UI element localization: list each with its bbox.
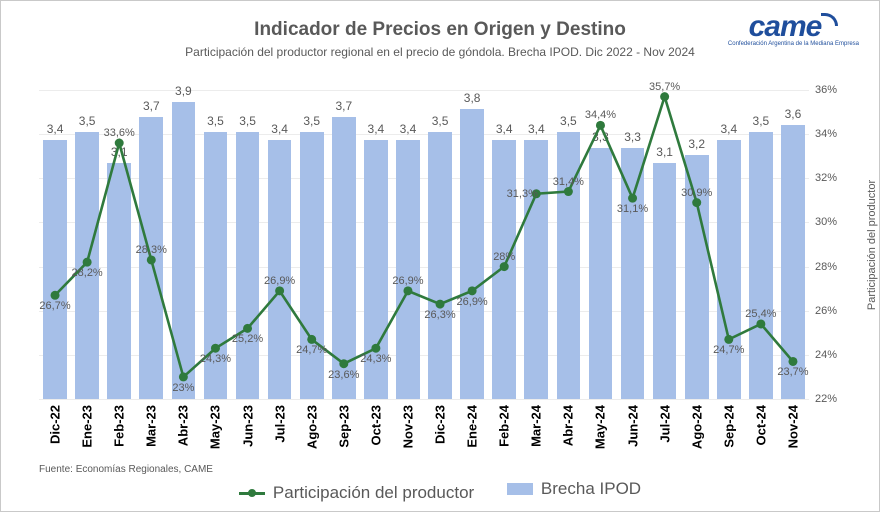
x-axis-label: May-24 <box>593 405 608 449</box>
line-marker <box>51 291 60 300</box>
line-value-label: 33,6% <box>104 127 135 139</box>
x-axis-label: Jul-23 <box>272 405 287 443</box>
right-axis-label: Participación del productor <box>866 180 878 310</box>
plot-area: 3,43,53,13,73,93,53,53,43,53,73,43,43,53… <box>39 79 809 399</box>
line-value-label: 26,9% <box>457 296 488 308</box>
line-marker <box>756 319 765 328</box>
line-marker <box>275 286 284 295</box>
line-value-label: 35,7% <box>649 81 680 93</box>
line-value-label: 23,7% <box>777 366 808 378</box>
x-axis-label: Ago-23 <box>304 405 319 449</box>
x-axis-label: Nov-24 <box>785 405 800 448</box>
x-axis-label: Oct-24 <box>753 405 768 445</box>
line-value-label: 24,7% <box>296 344 327 356</box>
line-series <box>55 97 793 377</box>
line-value-label: 25,2% <box>232 333 263 345</box>
line-marker <box>371 344 380 353</box>
line-value-label: 31,3% <box>507 188 538 200</box>
right-axis-tick: 28% <box>815 261 837 273</box>
line-value-label: 24,3% <box>200 353 231 365</box>
x-axis-label: Abr-23 <box>176 405 191 446</box>
line-value-label: 26,7% <box>39 300 70 312</box>
line-value-label: 26,9% <box>264 275 295 287</box>
x-axis-label: Abr-24 <box>561 405 576 446</box>
legend-line-swatch <box>239 492 265 495</box>
legend-bar-swatch <box>507 483 533 495</box>
x-axis-label: Feb-24 <box>497 405 512 447</box>
line-value-label: 23% <box>172 382 194 394</box>
line-marker <box>211 344 220 353</box>
x-axis-label: Ago-24 <box>689 405 704 449</box>
x-axis-label: Dic-23 <box>433 405 448 444</box>
right-axis-tick: 26% <box>815 305 837 317</box>
chart-frame: came Confederación Argentina de la Media… <box>0 0 880 512</box>
line-value-label: 34,4% <box>585 109 616 121</box>
line-marker <box>692 198 701 207</box>
x-axis-label: Feb-23 <box>112 405 127 447</box>
chart-title: Indicador de Precios en Origen y Destino <box>1 19 879 41</box>
x-axis-label: Jun-23 <box>240 405 255 447</box>
right-axis-tick: 34% <box>815 128 837 140</box>
line-value-label: 23,6% <box>328 369 359 381</box>
right-axis-tick: 30% <box>815 216 837 228</box>
line-value-label: 28,2% <box>72 267 103 279</box>
line-marker <box>724 335 733 344</box>
line-value-label: 26,9% <box>392 275 423 287</box>
line-value-label: 25,4% <box>745 308 776 320</box>
legend-bar-label: Brecha IPOD <box>541 479 641 499</box>
line-value-label: 28% <box>493 251 515 263</box>
x-axis-label: Nov-23 <box>400 405 415 448</box>
gridline <box>39 399 809 400</box>
line-marker <box>115 139 124 148</box>
legend-item-bar: Brecha IPOD <box>507 479 641 499</box>
line-marker <box>147 255 156 264</box>
x-axis-label: Ene-24 <box>465 405 480 448</box>
right-axis-tick: 22% <box>815 393 837 405</box>
line-value-label: 31,1% <box>617 203 648 215</box>
line-marker <box>339 359 348 368</box>
line-marker <box>628 194 637 203</box>
source-text: Fuente: Economías Regionales, CAME <box>39 464 213 475</box>
x-axis-label: Oct-23 <box>368 405 383 445</box>
line-chart-layer <box>39 79 809 399</box>
line-value-label: 31,4% <box>553 176 584 188</box>
legend-line-label: Participación del productor <box>273 483 474 503</box>
line-marker <box>307 335 316 344</box>
line-marker <box>500 262 509 271</box>
line-marker <box>788 357 797 366</box>
line-marker <box>596 121 605 130</box>
line-marker <box>660 92 669 101</box>
line-marker <box>179 372 188 381</box>
x-axis-label: Mar-24 <box>529 405 544 447</box>
x-axis-label: Ene-23 <box>80 405 95 448</box>
line-marker <box>468 286 477 295</box>
x-axis-label: Jul-24 <box>657 405 672 443</box>
right-axis-tick: 32% <box>815 172 837 184</box>
x-axis-label: Sep-24 <box>721 405 736 448</box>
right-axis-tick: 24% <box>815 349 837 361</box>
line-value-label: 30,9% <box>681 187 712 199</box>
line-marker <box>436 300 445 309</box>
chart-subtitle: Participación del productor regional en … <box>1 45 879 59</box>
line-value-label: 26,3% <box>424 309 455 321</box>
x-axis-label: Sep-23 <box>336 405 351 448</box>
line-value-label: 24,7% <box>713 344 744 356</box>
right-axis-tick: 36% <box>815 84 837 96</box>
line-value-label: 28,3% <box>136 244 167 256</box>
x-axis-label: May-23 <box>208 405 223 449</box>
line-marker <box>403 286 412 295</box>
x-axis-label: Mar-23 <box>144 405 159 447</box>
legend-item-line: Participación del productor <box>239 483 474 503</box>
x-axis-label: Dic-22 <box>48 405 63 444</box>
line-marker <box>564 187 573 196</box>
line-marker <box>83 258 92 267</box>
legend: Participación del productor Brecha IPOD <box>1 479 879 504</box>
line-marker <box>243 324 252 333</box>
x-axis-label: Jun-24 <box>625 405 640 447</box>
line-value-label: 24,3% <box>360 353 391 365</box>
